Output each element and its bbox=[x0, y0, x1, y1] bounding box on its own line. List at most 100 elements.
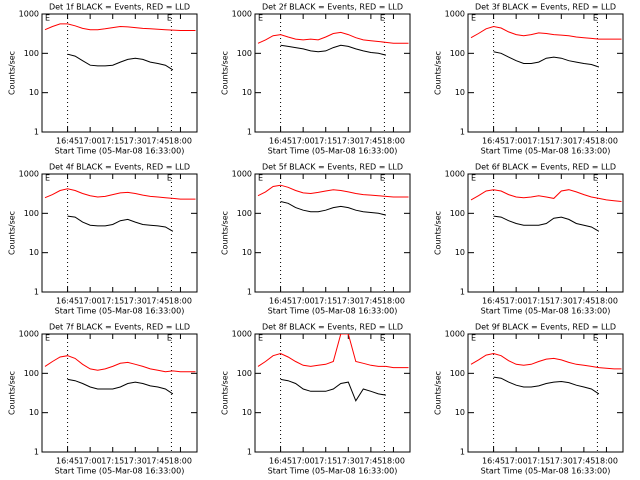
panel: Det 2f BLACK = Events, RED = LLD Counts/s… bbox=[221, 3, 411, 156]
y-tick-label: 10 bbox=[455, 248, 465, 257]
x-axis-label: Start Time (05-Mar-08 16:33:00) bbox=[55, 467, 185, 476]
y-axis-label: Counts/sec bbox=[8, 371, 17, 415]
x-tick-label: 17:00 bbox=[505, 137, 528, 146]
y-tick-label: 1 bbox=[460, 448, 465, 457]
x-axis-label: Start Time (05-Mar-08 16:33:00) bbox=[268, 467, 398, 476]
series-line bbox=[67, 378, 174, 395]
event-marker: E bbox=[593, 14, 598, 23]
y-tick-label: 1 bbox=[247, 448, 252, 457]
x-tick-label: 17:45 bbox=[146, 297, 169, 306]
x-tick-label: 17:15 bbox=[314, 297, 337, 306]
panel: Det 4f BLACK = Events, RED = LLD Counts/s… bbox=[8, 163, 198, 316]
x-tick-label: 18:00 bbox=[382, 457, 405, 466]
series-line bbox=[67, 215, 174, 232]
x-axis-label: Start Time (05-Mar-08 16:33:00) bbox=[481, 147, 611, 156]
panel: Det 9f BLACK = Events, RED = LLD Counts/s… bbox=[434, 323, 624, 476]
x-tick-label: 17:45 bbox=[572, 137, 595, 146]
x-tick-label: 17:30 bbox=[337, 457, 360, 466]
x-tick-label: 17:45 bbox=[146, 137, 169, 146]
plot-frame bbox=[254, 13, 411, 133]
series-line bbox=[280, 201, 387, 216]
x-tick-label: 17:15 bbox=[527, 137, 550, 146]
y-axis-label: Counts/sec bbox=[221, 371, 230, 415]
plot-frame bbox=[467, 13, 624, 133]
x-tick-label: 17:45 bbox=[572, 297, 595, 306]
y-axis-label: Counts/sec bbox=[8, 51, 17, 95]
y-tick-label: 1 bbox=[460, 128, 465, 137]
series-line bbox=[44, 355, 196, 373]
y-axis-label: Counts/sec bbox=[221, 51, 230, 95]
x-tick-label: 17:45 bbox=[146, 457, 169, 466]
plot-frame bbox=[467, 333, 624, 453]
series-line bbox=[280, 44, 387, 56]
series-line bbox=[493, 376, 600, 395]
x-tick-label: 17:15 bbox=[527, 297, 550, 306]
x-tick-label: 17:45 bbox=[359, 297, 382, 306]
y-tick-label: 100 bbox=[450, 369, 465, 378]
x-tick-label: 17:00 bbox=[292, 137, 315, 146]
event-marker: E bbox=[258, 334, 263, 343]
x-tick-label: 17:30 bbox=[550, 137, 573, 146]
x-tick-label: 17:00 bbox=[505, 457, 528, 466]
x-tick-label: 16:45 bbox=[269, 457, 292, 466]
series-line bbox=[470, 189, 622, 202]
chart-title: Det 2f BLACK = Events, RED = LLD bbox=[262, 3, 403, 12]
panel: Det 5f BLACK = Events, RED = LLD Counts/s… bbox=[221, 163, 411, 316]
y-tick-label: 1 bbox=[247, 128, 252, 137]
event-marker: E bbox=[593, 334, 598, 343]
x-tick-label: 17:15 bbox=[314, 457, 337, 466]
plot-frame bbox=[41, 13, 198, 133]
x-tick-label: 17:15 bbox=[101, 297, 124, 306]
x-tick-label: 18:00 bbox=[169, 297, 192, 306]
y-axis-label: Counts/sec bbox=[434, 371, 443, 415]
y-tick-label: 10 bbox=[29, 248, 39, 257]
x-tick-label: 18:00 bbox=[169, 137, 192, 146]
y-axis-label: Counts/sec bbox=[221, 211, 230, 255]
y-tick-label: 10 bbox=[455, 408, 465, 417]
y-tick-label: 1000 bbox=[232, 10, 252, 19]
plot-frame bbox=[41, 333, 198, 453]
y-tick-label: 100 bbox=[24, 369, 39, 378]
x-tick-label: 17:00 bbox=[79, 137, 102, 146]
event-marker: E bbox=[258, 174, 263, 183]
x-tick-label: 16:45 bbox=[482, 137, 505, 146]
plot-frame bbox=[467, 173, 624, 293]
event-marker: E bbox=[380, 174, 385, 183]
plot-frame bbox=[41, 173, 198, 293]
series-line bbox=[257, 184, 409, 198]
y-tick-label: 1000 bbox=[19, 330, 39, 339]
series-line bbox=[67, 53, 174, 71]
series-line bbox=[470, 352, 622, 370]
y-axis-label: Counts/sec bbox=[434, 51, 443, 95]
plot-frame bbox=[254, 333, 411, 453]
event-marker: E bbox=[167, 14, 172, 23]
panel: Det 7f BLACK = Events, RED = LLD Counts/s… bbox=[8, 323, 198, 476]
event-marker: E bbox=[45, 334, 50, 343]
y-tick-label: 10 bbox=[242, 408, 252, 417]
x-tick-label: 17:30 bbox=[550, 457, 573, 466]
x-tick-label: 17:00 bbox=[505, 297, 528, 306]
event-marker: E bbox=[167, 334, 172, 343]
x-tick-label: 17:45 bbox=[572, 457, 595, 466]
x-tick-label: 17:00 bbox=[79, 457, 102, 466]
x-tick-label: 18:00 bbox=[382, 137, 405, 146]
x-tick-label: 17:30 bbox=[124, 297, 147, 306]
x-tick-label: 17:30 bbox=[124, 137, 147, 146]
x-tick-label: 18:00 bbox=[382, 297, 405, 306]
y-tick-label: 100 bbox=[24, 209, 39, 218]
y-tick-label: 10 bbox=[29, 408, 39, 417]
series-line bbox=[493, 215, 600, 232]
y-tick-label: 1000 bbox=[19, 10, 39, 19]
series-line bbox=[493, 51, 600, 68]
y-tick-label: 1 bbox=[34, 448, 39, 457]
chart-title: Det 5f BLACK = Events, RED = LLD bbox=[262, 163, 403, 172]
y-axis-label: Counts/sec bbox=[8, 211, 17, 255]
panel: Det 1f BLACK = Events, RED = LLD Counts/s… bbox=[8, 3, 198, 156]
chart-title: Det 1f BLACK = Events, RED = LLD bbox=[49, 3, 190, 12]
y-tick-label: 10 bbox=[242, 88, 252, 97]
y-tick-label: 1 bbox=[247, 288, 252, 297]
panel: Det 3f BLACK = Events, RED = LLD Counts/s… bbox=[434, 3, 624, 156]
x-tick-label: 17:15 bbox=[101, 457, 124, 466]
y-tick-label: 100 bbox=[237, 369, 252, 378]
